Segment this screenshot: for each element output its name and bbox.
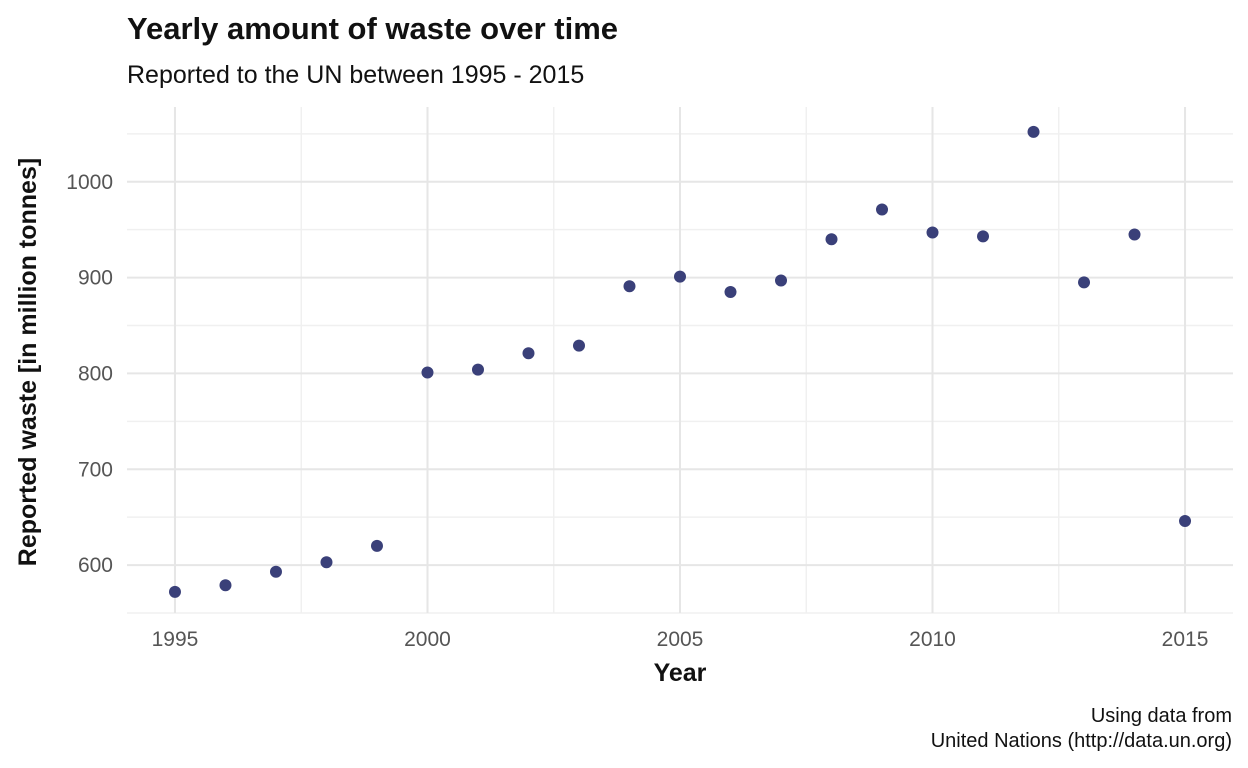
chart-subtitle: Reported to the UN between 1995 - 2015 (127, 61, 584, 89)
x-tick-label: 1995 (152, 628, 199, 651)
y-tick-label: 700 (78, 458, 113, 481)
x-tick-label: 2000 (404, 628, 451, 651)
caption-line-1: Using data from (1091, 705, 1232, 727)
data-point (421, 366, 434, 379)
data-point (219, 579, 232, 592)
data-point (572, 339, 585, 352)
data-point (876, 203, 889, 216)
data-point (977, 230, 990, 243)
y-tick-label: 800 (78, 362, 113, 385)
x-axis-ticks: 1995 2000 2005 2010 2015 (152, 628, 1209, 651)
data-point (522, 347, 535, 360)
caption-line-2: United Nations (http://data.un.org) (931, 730, 1232, 752)
x-tick-label: 2015 (1162, 628, 1209, 651)
y-tick-label: 900 (78, 267, 113, 290)
x-tick-label: 2010 (909, 628, 956, 651)
data-point (825, 233, 838, 246)
x-tick-label: 2005 (657, 628, 704, 651)
data-point (1078, 276, 1091, 289)
data-point (370, 539, 383, 552)
y-axis-ticks: 600 700 800 900 1000 (66, 171, 113, 577)
data-point (1027, 125, 1040, 138)
data-point (724, 285, 737, 298)
data-point (269, 565, 282, 578)
data-point (775, 274, 788, 287)
data-point (926, 226, 939, 239)
data-point (320, 556, 333, 569)
data-point (471, 363, 484, 376)
grid-lines (127, 107, 1233, 614)
x-axis-title: Year (654, 659, 707, 687)
y-tick-label: 1000 (66, 171, 113, 194)
data-point (623, 280, 636, 293)
data-point (1128, 228, 1141, 241)
data-point (168, 585, 181, 598)
y-tick-label: 600 (78, 554, 113, 577)
data-points (168, 125, 1192, 598)
chart-title: Yearly amount of waste over time (127, 11, 618, 46)
data-point (674, 270, 686, 283)
data-point (1179, 515, 1192, 527)
y-axis-title: Reported waste [in million tonnes] (14, 158, 42, 566)
